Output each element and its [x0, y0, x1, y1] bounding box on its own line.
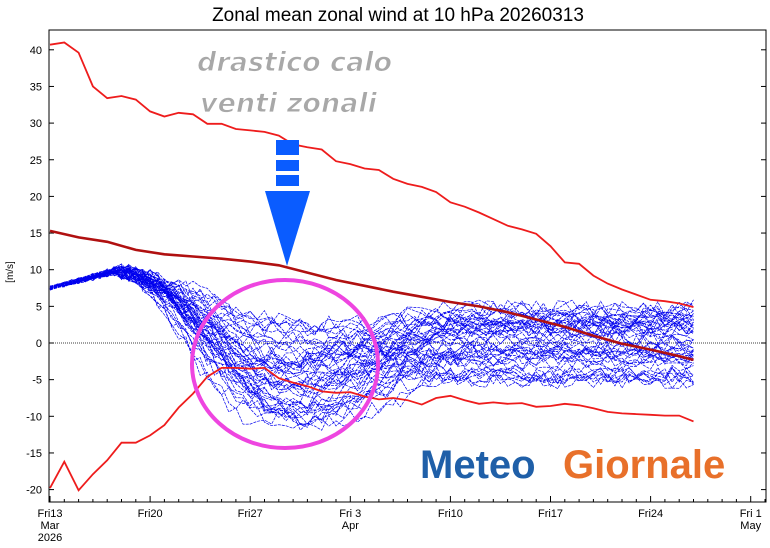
ensemble-member-line — [49, 265, 694, 429]
y-tick-label: 5 — [36, 301, 42, 313]
y-tick-label: -20 — [26, 485, 42, 497]
ensemble-member-line — [49, 268, 694, 413]
highlight-circle — [190, 278, 380, 450]
annotation-line-1: drastico calo — [197, 47, 392, 78]
y-tick-label: 15 — [30, 228, 42, 240]
ensemble-member-line — [49, 268, 694, 370]
logo-meteo: Meteo — [420, 443, 536, 487]
ensemble-member-line — [49, 265, 694, 385]
x-tick-label: Apr — [342, 520, 359, 532]
x-tick-label: Fri17 — [538, 508, 563, 520]
y-axis: -20 -15 -10 -5 0 5 10 15 20 25 30 35 40 — [26, 45, 766, 497]
y-tick-label: 0 — [36, 338, 42, 350]
ensemble-member-line — [49, 265, 694, 425]
y-axis-label: [m/s] — [5, 261, 16, 283]
y-tick-label: 20 — [30, 191, 42, 203]
ensemble-member-line — [49, 266, 694, 398]
ensemble-member-line — [49, 263, 694, 391]
x-tick-label: Fri27 — [238, 508, 263, 520]
ensemble-member-line — [49, 263, 694, 390]
x-tick-label: Fri 1 — [740, 508, 762, 520]
x-tick-label: Fri24 — [638, 508, 663, 520]
x-tick-label: Fri 3 — [339, 508, 361, 520]
ensemble-member-line — [49, 270, 694, 412]
y-tick-label: 25 — [30, 155, 42, 167]
ensemble-member-line — [49, 267, 694, 361]
y-tick-label: -5 — [32, 375, 42, 387]
ensemble-member-line — [49, 263, 694, 411]
upper-envelope-line — [49, 41, 694, 308]
meteogiornale-logo: Meteo Giornale — [420, 443, 725, 487]
ensemble-member-line — [49, 268, 694, 418]
x-tick-label: Mar — [41, 520, 60, 532]
x-tick-label: Fri13 — [37, 508, 62, 520]
x-tick-label: Fri20 — [138, 508, 163, 520]
y-tick-label: 10 — [30, 265, 42, 277]
x-tick-label: Fri10 — [438, 508, 463, 520]
x-tick-label: 2026 — [38, 532, 62, 544]
logo-giornale: Giornale — [563, 443, 725, 487]
y-tick-label: 40 — [30, 45, 42, 57]
climatology-line — [49, 229, 694, 362]
ensemble-member-line — [49, 267, 694, 394]
ensemble-members — [49, 263, 694, 431]
y-tick-label: -15 — [26, 448, 42, 460]
x-tick-label: May — [740, 520, 761, 532]
annotation-line-2: venti zonali — [200, 88, 378, 119]
y-tick-label: -10 — [26, 411, 42, 423]
ensemble-member-line — [49, 268, 694, 417]
ensemble-member-line — [49, 267, 694, 394]
ensemble-member-line — [49, 267, 694, 425]
ensemble-member-line — [49, 266, 694, 425]
y-tick-label: 30 — [30, 118, 42, 130]
chart-title: Zonal mean zonal wind at 10 hPa 20260313 — [212, 5, 584, 26]
down-arrow-icon — [265, 140, 310, 266]
ensemble-member-line — [49, 267, 694, 372]
ensemble-member-line — [49, 272, 694, 378]
y-tick-label: 35 — [30, 81, 42, 93]
